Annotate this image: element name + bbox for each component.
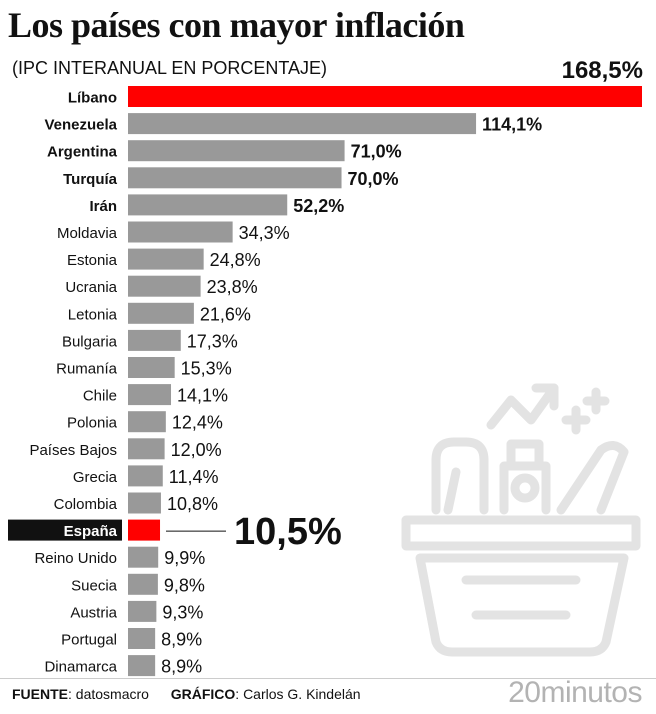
bar-chile [128, 384, 172, 406]
bar-venezuela [128, 113, 477, 135]
category-label-colombia: Colombia [54, 496, 118, 513]
value-label-libano: 168,5% [562, 57, 643, 84]
bar-rumania [128, 357, 175, 378]
category-label-paises-bajos: Países Bajos [29, 442, 117, 459]
value-label-dinamarca: 8,9% [161, 657, 202, 677]
bar-reino-unido [128, 546, 159, 568]
category-label-grecia: Grecia [73, 469, 118, 486]
bar-bulgaria [128, 329, 181, 351]
value-label-ucrania: 23,8% [207, 277, 258, 297]
value-label-grecia: 11,4% [169, 467, 219, 487]
value-label-austria: 9,3% [162, 602, 203, 622]
bar-paises-bajos [128, 438, 165, 460]
category-label-libano: Líbano [68, 90, 117, 107]
value-label-bulgaria: 17,3% [187, 331, 238, 351]
category-label-portugal: Portugal [61, 632, 117, 649]
bar-espana [128, 519, 161, 541]
category-label-chile: Chile [83, 388, 117, 405]
footer-divider [0, 678, 656, 679]
bar-estonia [128, 248, 204, 270]
value-label-estonia: 24,8% [210, 250, 261, 270]
source-value: datosmacro [75, 686, 149, 702]
category-label-argentina: Argentina [47, 144, 118, 161]
category-label-polonia: Polonia [67, 415, 118, 432]
value-label-chile: 14,1% [177, 386, 228, 406]
category-label-dinamarca: Dinamarca [44, 659, 117, 676]
value-label-espana: 10,5% [234, 511, 342, 553]
shopping-basket-rising-prices-icon [401, 383, 641, 657]
category-label-estonia: Estonia [67, 252, 118, 269]
bar-turquia [128, 167, 342, 189]
value-label-turquia: 70,0% [348, 169, 399, 189]
value-label-reino-unido: 9,9% [164, 548, 205, 568]
value-label-iran: 52,2% [293, 196, 344, 216]
value-label-letonia: 21,6% [200, 304, 251, 324]
category-label-reino-unido: Reino Unido [34, 550, 117, 567]
footer: FUENTE: datosmacro GRÁFICO: Carlos G. Ki… [12, 686, 361, 702]
bar-polonia [128, 411, 166, 433]
bar-dinamarca [128, 655, 156, 677]
bar-portugal [128, 628, 156, 649]
bar-suecia [128, 573, 158, 595]
value-label-polonia: 12,4% [172, 413, 223, 433]
category-label-venezuela: Venezuela [44, 117, 117, 134]
value-label-argentina: 71,0% [351, 142, 402, 162]
category-label-austria: Austria [70, 604, 117, 621]
category-label-iran: Irán [89, 198, 117, 215]
bar-colombia [128, 492, 161, 514]
bar-letonia [128, 302, 194, 324]
value-label-paises-bajos: 12,0% [171, 440, 222, 460]
category-label-espana: España [64, 523, 118, 540]
bar-iran [128, 194, 288, 216]
graphic-value: Carlos G. Kindelán [243, 686, 361, 702]
chart-subtitle: (IPC INTERANUAL EN PORCENTAJE) [12, 58, 328, 78]
bar-grecia [128, 465, 163, 487]
bar-austria [128, 600, 157, 622]
category-label-rumania: Rumanía [56, 361, 118, 378]
brand-logo: 20minutos [508, 676, 642, 709]
bar-libano [128, 86, 642, 107]
bar-argentina [128, 140, 345, 162]
category-label-bulgaria: Bulgaria [62, 333, 118, 350]
source-label: FUENTE [12, 686, 68, 702]
category-label-suecia: Suecia [71, 577, 118, 594]
bar-chart: Líbano 168,5% Venezuela 114,1% Argentina 71,0… [8, 57, 643, 677]
category-label-turquia: Turquía [63, 171, 118, 188]
category-label-ucrania: Ucrania [65, 279, 117, 296]
value-label-rumania: 15,3% [181, 359, 232, 379]
category-label-moldavia: Moldavia [57, 225, 118, 242]
category-label-letonia: Letonia [68, 306, 118, 323]
category-label-bg-espana [8, 519, 122, 541]
value-label-portugal: 8,9% [161, 630, 202, 650]
chart-title: Los países con mayor inflación [8, 5, 465, 45]
value-label-venezuela: 114,1% [482, 115, 542, 135]
bar-moldavia [128, 221, 233, 243]
value-label-colombia: 10,8% [167, 494, 218, 514]
value-label-moldavia: 34,3% [239, 223, 290, 243]
value-label-suecia: 9,8% [164, 575, 205, 595]
bar-ucrania [128, 275, 201, 297]
graphic-label: GRÁFICO [170, 686, 236, 702]
